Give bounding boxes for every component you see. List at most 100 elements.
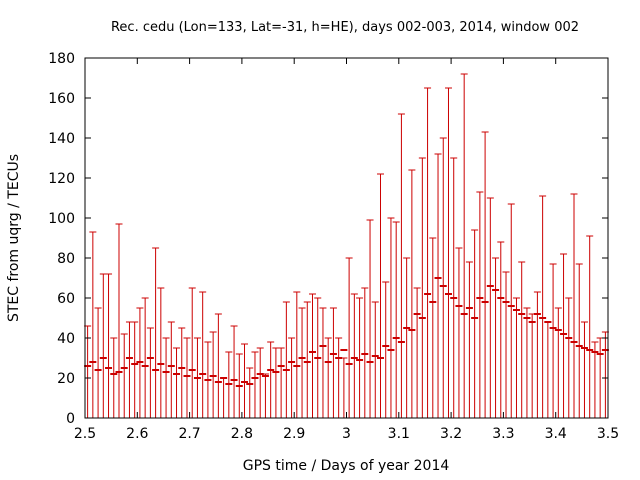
error-bar (293, 291, 301, 418)
error-bar (450, 157, 458, 418)
chart-title: Rec. cedu (Lon=133, Lat=-31, h=HE), days… (111, 20, 579, 35)
error-bar (408, 169, 416, 418)
x-tick-label: 3.4 (545, 426, 567, 442)
error-bar (230, 325, 238, 418)
error-bar (329, 307, 337, 418)
x-tick-label: 2.9 (283, 426, 305, 442)
error-bar (319, 307, 327, 418)
error-bar (471, 229, 479, 418)
error-bar (125, 321, 133, 418)
error-bar (282, 301, 290, 418)
error-bar (439, 137, 447, 418)
error-bar (193, 337, 201, 418)
error-bar (460, 73, 468, 418)
error-bar (403, 257, 411, 418)
error-bar (418, 157, 426, 418)
error-bar (492, 257, 500, 418)
error-bar (167, 321, 175, 418)
y-tick-label: 180 (48, 51, 75, 67)
error-bar (220, 377, 228, 418)
error-bar (141, 297, 149, 418)
x-tick-label: 2.6 (126, 426, 148, 442)
error-bar (361, 287, 369, 418)
error-bar (235, 353, 243, 418)
error-bar (173, 347, 181, 418)
error-bar (94, 307, 102, 418)
error-bar (345, 257, 353, 418)
error-bar (188, 287, 196, 418)
y-tick-label: 0 (66, 411, 75, 427)
error-bar (120, 333, 128, 418)
y-tick-label: 140 (48, 131, 75, 147)
error-bar (539, 195, 547, 418)
error-bar (340, 349, 348, 418)
error-bar (298, 307, 306, 418)
error-bar (246, 367, 254, 418)
error-bar (183, 337, 191, 418)
error-bar (560, 253, 568, 418)
x-axis-label: GPS time / Days of year 2014 (243, 458, 450, 474)
error-bar (371, 301, 379, 418)
error-bar (288, 337, 296, 418)
x-tick-label: 3.5 (597, 426, 619, 442)
error-bar (89, 231, 97, 418)
error-bar (549, 263, 557, 418)
x-tick-label: 3.2 (440, 426, 462, 442)
error-bar (528, 313, 536, 418)
error-bar (486, 197, 494, 418)
error-bar (434, 153, 442, 418)
y-tick-label: 80 (57, 251, 75, 267)
error-bar (214, 313, 222, 418)
error-bar (225, 351, 233, 418)
error-bar (356, 297, 364, 418)
error-bar (476, 191, 484, 418)
error-bar (523, 307, 531, 418)
error-bar (465, 261, 473, 418)
error-bar (413, 287, 421, 418)
error-bar (261, 373, 269, 418)
error-bar (533, 291, 541, 418)
error-bar (136, 307, 144, 418)
error-bar (178, 327, 186, 418)
error-bar (241, 343, 249, 418)
error-bar (481, 131, 489, 418)
x-tick-label: 2.5 (74, 426, 96, 442)
error-bar (314, 297, 322, 418)
error-bar (131, 321, 139, 418)
error-bar (272, 347, 280, 418)
error-bar (350, 293, 358, 418)
error-bar (586, 235, 594, 418)
error-bar (209, 331, 217, 418)
error-bar (303, 301, 311, 418)
error-bar (199, 291, 207, 418)
error-bar (157, 287, 165, 418)
error-bar (580, 321, 588, 418)
error-bar (565, 297, 573, 418)
error-bar (507, 203, 515, 418)
x-tick-label: 3 (342, 426, 351, 442)
error-bar (455, 247, 463, 418)
y-tick-label: 40 (57, 331, 75, 347)
error-bar (518, 261, 526, 418)
error-bar (392, 221, 400, 418)
y-tick-label: 120 (48, 171, 75, 187)
error-bar (204, 341, 212, 418)
x-tick-label: 2.8 (231, 426, 253, 442)
error-bar (424, 87, 432, 418)
x-tick-label: 3.1 (388, 426, 410, 442)
error-bar (99, 273, 107, 418)
y-axis-label: STEC from uqrg / TECUs (6, 154, 22, 322)
axis-ticks: 2.5 2.6 2.7 2.8 2.9 3 3.1 3.2 3.3 3.4 3.5 0 20 40 60 80… (48, 51, 619, 442)
error-bar (376, 173, 384, 418)
error-bar (146, 327, 154, 418)
error-bar (591, 341, 599, 418)
y-tick-label: 100 (48, 211, 75, 227)
error-bar (105, 273, 113, 418)
x-tick-label: 3.3 (492, 426, 514, 442)
error-bar (251, 351, 259, 418)
error-bar (497, 241, 505, 418)
error-bar (324, 337, 332, 418)
error-bar (387, 217, 395, 418)
error-bar (512, 297, 520, 418)
